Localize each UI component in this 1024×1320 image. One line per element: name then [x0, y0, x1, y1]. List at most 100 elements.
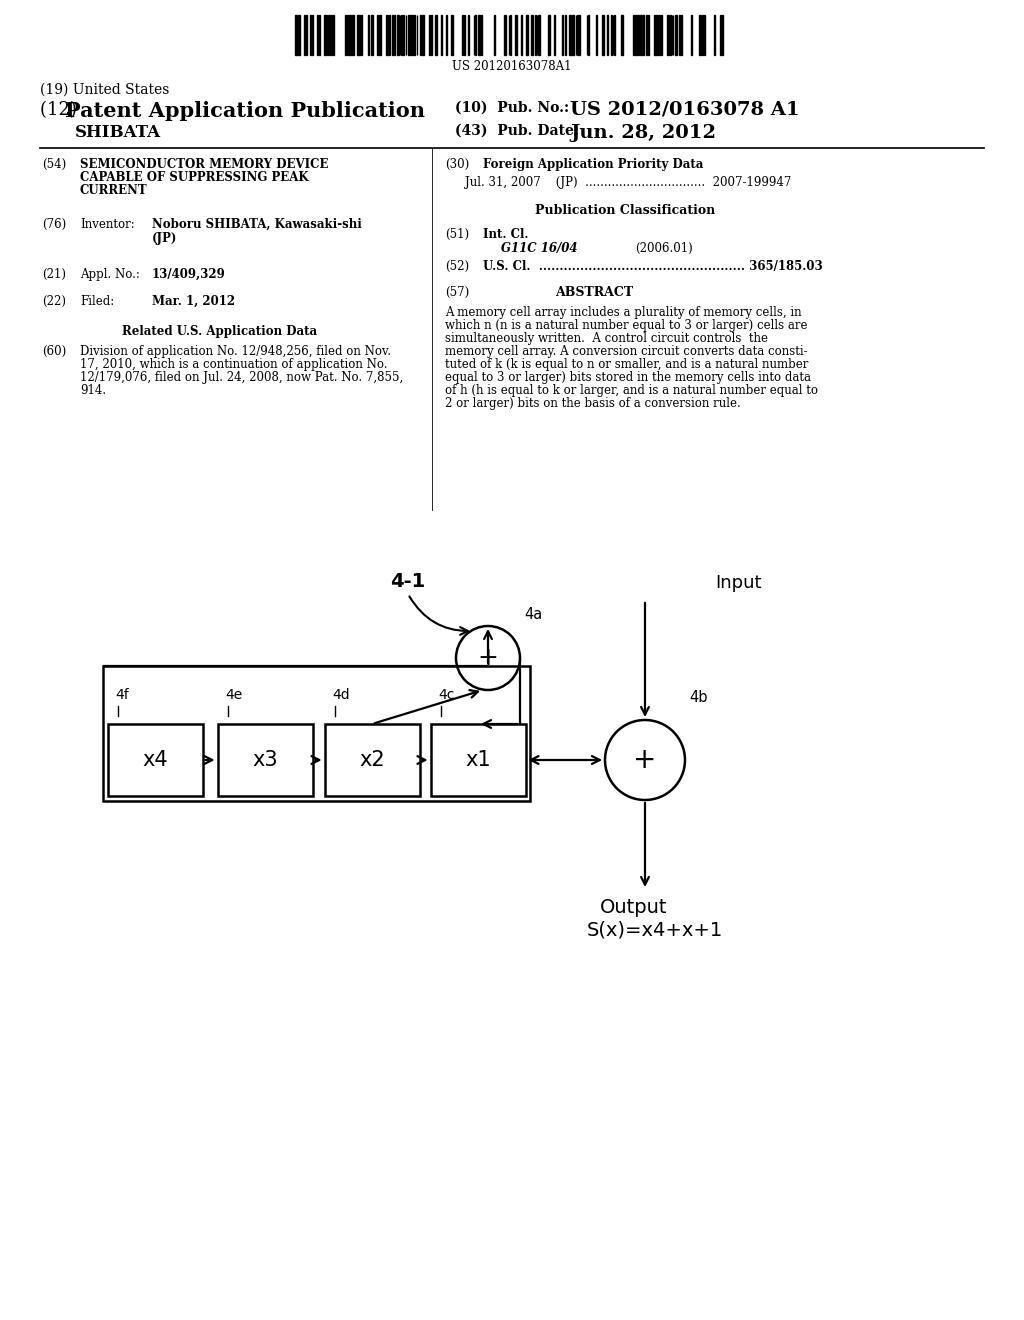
Bar: [397, 15, 398, 55]
Text: Publication Classification: Publication Classification: [535, 205, 715, 216]
Bar: [464, 15, 465, 55]
Bar: [108, 723, 203, 796]
Bar: [481, 15, 482, 55]
Bar: [655, 15, 656, 55]
Bar: [646, 15, 647, 55]
Text: SEMICONDUCTOR MEMORY DEVICE: SEMICONDUCTOR MEMORY DEVICE: [80, 158, 329, 172]
Bar: [520, 15, 522, 55]
Bar: [548, 15, 550, 55]
Bar: [659, 15, 660, 55]
Text: U.S. Cl.  .................................................. 365/185.03: U.S. Cl. ...............................…: [483, 260, 822, 273]
Text: 2 or larger) bits on the basis of a conversion rule.: 2 or larger) bits on the basis of a conv…: [445, 397, 740, 411]
Text: which n (n is a natural number equal to 3 or larger) cells are: which n (n is a natural number equal to …: [445, 319, 808, 333]
Text: Int. Cl.: Int. Cl.: [483, 228, 528, 242]
Bar: [422, 15, 424, 55]
Bar: [430, 723, 525, 796]
Text: (JP): (JP): [152, 232, 177, 246]
Text: (76): (76): [42, 218, 67, 231]
Text: (30): (30): [445, 158, 469, 172]
Bar: [298, 15, 300, 55]
Text: Foreign Application Priority Data: Foreign Application Priority Data: [483, 158, 703, 172]
Text: 12/179,076, filed on Jul. 24, 2008, now Pat. No. 7,855,: 12/179,076, filed on Jul. 24, 2008, now …: [80, 371, 403, 384]
Bar: [647, 15, 649, 55]
Text: S(x)=x4+x+1: S(x)=x4+x+1: [587, 920, 723, 939]
Bar: [691, 15, 692, 55]
Bar: [720, 15, 721, 55]
Text: Noboru SHIBATA, Kawasaki-shi: Noboru SHIBATA, Kawasaki-shi: [152, 218, 361, 231]
Bar: [296, 15, 297, 55]
Bar: [379, 15, 381, 55]
Text: US 2012/0163078 A1: US 2012/0163078 A1: [570, 102, 800, 119]
Text: of h (h is equal to k or larger, and is a natural number equal to: of h (h is equal to k or larger, and is …: [445, 384, 818, 397]
Bar: [371, 15, 373, 55]
Bar: [360, 15, 362, 55]
Bar: [409, 15, 410, 55]
Text: 914.: 914.: [80, 384, 106, 397]
Bar: [675, 15, 677, 55]
Text: 4-1: 4-1: [390, 572, 425, 591]
Text: ABSTRACT: ABSTRACT: [555, 286, 633, 300]
Bar: [435, 15, 437, 55]
Text: 4c: 4c: [438, 688, 455, 702]
Bar: [327, 15, 328, 55]
Text: SHIBATA: SHIBATA: [75, 124, 161, 141]
Bar: [391, 15, 392, 55]
Bar: [569, 15, 570, 55]
Bar: [474, 15, 476, 55]
Bar: [388, 15, 390, 55]
Bar: [414, 15, 416, 55]
Text: Inventor:: Inventor:: [80, 218, 135, 231]
Bar: [386, 15, 387, 55]
Text: G11C 16/04: G11C 16/04: [501, 242, 578, 255]
Text: (19) United States: (19) United States: [40, 83, 169, 96]
Bar: [468, 15, 469, 55]
Bar: [515, 15, 517, 55]
Bar: [331, 15, 332, 55]
Bar: [393, 15, 395, 55]
Bar: [531, 15, 534, 55]
Bar: [572, 15, 574, 55]
Bar: [588, 15, 589, 55]
Bar: [350, 15, 351, 55]
Text: (57): (57): [445, 286, 469, 300]
Text: (51): (51): [445, 228, 469, 242]
Text: 4e: 4e: [225, 688, 243, 702]
Bar: [621, 15, 623, 55]
Text: (12): (12): [40, 102, 83, 119]
Text: Jun. 28, 2012: Jun. 28, 2012: [570, 124, 716, 143]
Bar: [333, 15, 334, 55]
Text: (10)  Pub. No.:: (10) Pub. No.:: [455, 102, 569, 115]
Bar: [412, 15, 413, 55]
Text: (52): (52): [445, 260, 469, 273]
Text: simultaneously written.  A control circuit controls  the: simultaneously written. A control circui…: [445, 333, 768, 345]
Text: 4f: 4f: [116, 688, 129, 702]
Bar: [668, 15, 669, 55]
Bar: [316, 15, 318, 55]
Bar: [640, 15, 642, 55]
Bar: [325, 723, 420, 796]
Bar: [526, 15, 527, 55]
Text: (54): (54): [42, 158, 67, 172]
Bar: [368, 15, 370, 55]
Text: memory cell array. A conversion circuit converts data consti-: memory cell array. A conversion circuit …: [445, 345, 808, 358]
Bar: [217, 723, 312, 796]
Text: (2006.01): (2006.01): [635, 242, 693, 255]
Text: CURRENT: CURRENT: [80, 183, 147, 197]
Bar: [714, 15, 715, 55]
Bar: [602, 15, 604, 55]
Bar: [347, 15, 348, 55]
Bar: [452, 15, 453, 55]
Bar: [679, 15, 680, 55]
Bar: [579, 15, 580, 55]
Text: +: +: [477, 645, 499, 671]
Bar: [358, 15, 359, 55]
Text: (60): (60): [42, 345, 67, 358]
Text: Output: Output: [600, 898, 668, 917]
Text: 17, 2010, which is a continuation of application No.: 17, 2010, which is a continuation of app…: [80, 358, 387, 371]
Bar: [102, 667, 530, 801]
Text: (22): (22): [42, 294, 66, 308]
Text: Division of application No. 12/948,256, filed on Nov.: Division of application No. 12/948,256, …: [80, 345, 391, 358]
Text: Appl. No.:: Appl. No.:: [80, 268, 140, 281]
Text: 4b: 4b: [689, 690, 708, 705]
Text: US 20120163078A1: US 20120163078A1: [453, 59, 571, 73]
